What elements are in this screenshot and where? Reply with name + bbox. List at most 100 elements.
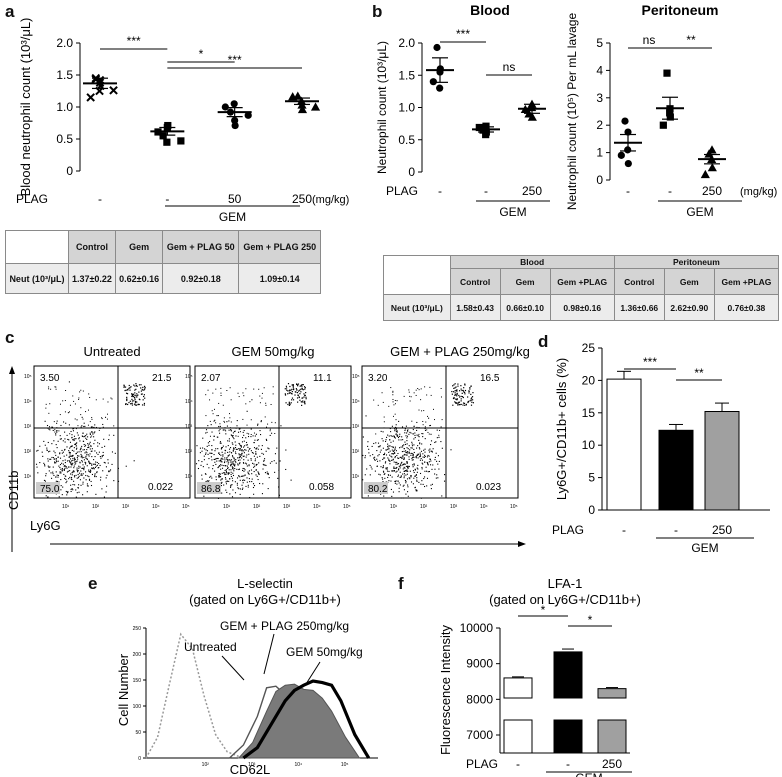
flow-dot	[68, 424, 70, 426]
flow-dot	[234, 492, 237, 494]
flow-dot	[225, 446, 227, 448]
flow-dot	[140, 393, 143, 395]
flow-dot	[239, 476, 241, 478]
flow-dot	[298, 390, 300, 392]
flow-dot	[90, 436, 92, 438]
flow-dot	[75, 448, 78, 450]
flow-dot	[89, 433, 91, 436]
flow-dot	[59, 457, 62, 459]
flow-dot	[369, 474, 371, 476]
flow-dot	[64, 462, 66, 464]
flow-dot	[107, 462, 109, 464]
flow-dot	[395, 471, 397, 473]
flow-dot	[378, 454, 380, 456]
flow-dot	[277, 477, 279, 479]
flow-dot	[382, 440, 384, 442]
flow-dot	[402, 456, 404, 458]
flow-dot	[248, 464, 250, 466]
y-tick-label: 3	[596, 91, 603, 105]
table-a-row-label: Neut (10³/μL)	[5, 263, 69, 294]
flow-dot	[404, 441, 406, 443]
flow-dot	[416, 479, 418, 481]
flow-dot	[70, 490, 72, 493]
flow-dot	[234, 446, 237, 449]
flow-dot	[436, 429, 438, 431]
flow-dot	[428, 449, 430, 451]
flow-dot	[373, 458, 376, 460]
y-tick-label: 10⁴	[185, 399, 193, 405]
flow-dot	[249, 497, 251, 499]
flow-dot	[419, 442, 421, 444]
flow-dot	[382, 447, 384, 449]
flow-dot	[72, 395, 74, 397]
flow-dot	[406, 454, 408, 456]
flow-dot	[424, 461, 426, 463]
x-tick-label: 10¹	[62, 504, 70, 510]
flow-dot	[224, 473, 226, 476]
flow-dot	[285, 468, 287, 471]
flow-dot	[417, 435, 419, 437]
flow-dot	[262, 483, 264, 485]
flow-dot	[395, 467, 397, 469]
flow-dot	[389, 427, 391, 430]
flow-dot	[417, 388, 419, 390]
flow-dot	[109, 470, 111, 472]
flow-dot	[382, 470, 385, 472]
flow-dot	[48, 466, 50, 468]
flow-dot	[144, 388, 146, 390]
category-label: -	[626, 184, 630, 198]
bar-lower	[553, 719, 583, 754]
flow-dot	[377, 404, 379, 406]
flow-dot	[410, 432, 412, 434]
flow-dot	[456, 398, 459, 400]
flow-dot	[74, 443, 76, 445]
y-tick-label: 10	[582, 438, 596, 452]
flow-dot	[443, 474, 446, 476]
flow-dot	[208, 467, 210, 469]
flow-dot	[301, 384, 303, 386]
flow-dot	[123, 386, 125, 388]
flow-dot	[70, 446, 72, 448]
flow-dot	[68, 456, 70, 458]
flow-dot	[86, 452, 88, 454]
flow-dot	[240, 446, 242, 448]
flow-dot	[62, 486, 64, 488]
flow-dot	[430, 488, 432, 490]
flow-dot	[461, 389, 463, 392]
flow-dot	[79, 449, 81, 451]
flow-dot	[240, 454, 242, 456]
flow-dot	[429, 458, 431, 460]
flow-dot	[79, 462, 81, 464]
flow-dot	[239, 444, 241, 446]
flow-dot	[252, 435, 254, 437]
flow-dot	[50, 388, 52, 390]
flow-dot	[98, 429, 100, 431]
panel-label-c: c	[5, 328, 15, 347]
flow-dot	[412, 456, 414, 459]
flow-dot	[454, 387, 456, 389]
flow-dot	[225, 469, 227, 471]
flow-dot	[210, 475, 212, 477]
flow-dot	[302, 389, 304, 391]
flow-dot	[416, 429, 418, 431]
flow-dot	[394, 452, 396, 454]
flow-dot	[236, 468, 238, 470]
flow-dot	[393, 436, 396, 438]
flow-dot	[55, 462, 57, 464]
flow-dot	[128, 387, 130, 389]
y-axis-label: Fluorescence Intensity	[438, 624, 453, 755]
flow-dot	[424, 455, 426, 458]
flow-dot	[214, 458, 216, 460]
flow-dot	[414, 436, 416, 439]
flow-dot	[462, 389, 464, 392]
flow-dot	[261, 445, 263, 447]
flow-dot	[438, 468, 440, 470]
flow-dot	[245, 485, 247, 487]
flow-dot	[208, 480, 210, 482]
flow-dot	[305, 396, 307, 398]
flow-dot	[74, 438, 76, 440]
flow-dot	[141, 393, 143, 395]
flow-dot	[90, 467, 93, 469]
flow-dot	[221, 492, 223, 494]
flow-dot	[242, 455, 244, 457]
